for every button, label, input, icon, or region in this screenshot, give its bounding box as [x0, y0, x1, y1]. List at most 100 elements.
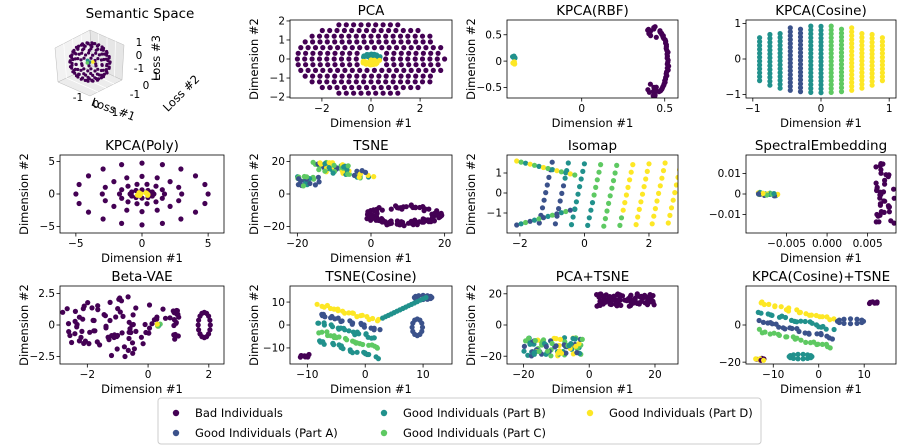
point-kpca-cosine-66 — [797, 57, 804, 64]
panel-isomap: −2 0 2 −1 0 1 Isomap Dimension #2 — [464, 138, 679, 250]
point-kpca-cosine-43 — [787, 79, 793, 86]
point-isomap-6 — [633, 222, 639, 228]
point-pca-192 — [371, 27, 377, 34]
xlabel-pca: Dimension #1 — [330, 116, 412, 130]
ytick-label-kpca-cosine-2: 1 — [734, 18, 741, 30]
point-kpca-cosine-tsne-77 — [792, 336, 798, 342]
point-isomap-32 — [622, 200, 628, 206]
point-kpca-cosine-149 — [849, 76, 855, 82]
point-kpca-cosine-183 — [869, 63, 875, 69]
point-kpca-cosine-188 — [869, 43, 875, 49]
title-tsne: TSNE — [352, 138, 388, 154]
point-kpca-cosine-203 — [879, 35, 886, 41]
ytick-label-tsne-2: 20 — [272, 156, 285, 168]
point-kpca-cosine-150 — [849, 72, 855, 78]
point-pca-6 — [380, 90, 386, 96]
point-semantic-space-35 — [96, 67, 100, 71]
point-isomap-13 — [602, 216, 609, 222]
point-kpca-cosine-tsne-48 — [769, 321, 775, 327]
point-kpca-cosine-tsne-54 — [789, 325, 795, 332]
point-kpca-poly-38 — [153, 183, 159, 189]
point-kpca-cosine-29 — [777, 73, 783, 80]
ytick-label-semantic-space-0: -1 — [130, 89, 140, 101]
point-isomap-5 — [617, 222, 623, 228]
point-beta-vae-45 — [130, 321, 136, 328]
point-pca-tsne-82 — [606, 294, 613, 300]
point-kpca-poly-25 — [124, 175, 130, 181]
point-isomap-100 — [536, 216, 542, 222]
point-semantic-space-90 — [107, 56, 111, 60]
point-beta-vae-46 — [114, 346, 120, 352]
point-kpca-cosine-187 — [869, 47, 875, 53]
point-semantic-space-66 — [76, 57, 80, 61]
point-pca-2 — [351, 90, 357, 96]
point-pca-32 — [375, 79, 381, 85]
point-tsne-cosine-25 — [322, 314, 328, 320]
point-isomap-81 — [514, 158, 520, 164]
point-beta-vae-85 — [107, 299, 113, 305]
point-isomap-16 — [651, 213, 657, 219]
point-isomap-79 — [662, 160, 668, 166]
point-isomap-103 — [549, 212, 556, 218]
ylabel-tsne: Dimension #2 — [247, 153, 261, 235]
point-semantic-space-98 — [72, 48, 76, 53]
point-semantic-space-27 — [84, 73, 88, 77]
point-kpca-cosine-185 — [869, 55, 875, 61]
point-kpca-cosine-128 — [828, 23, 834, 29]
point-pca-150 — [302, 39, 308, 45]
point-pca-43 — [324, 73, 330, 79]
point-kpca-cosine-34 — [777, 54, 783, 60]
point-kpca-cosine-40 — [777, 30, 783, 37]
point-kpca-cosine-79 — [808, 74, 814, 80]
point-tsne-105 — [422, 206, 428, 212]
point-semantic-space-129 — [90, 41, 94, 45]
point-isomap-107 — [567, 207, 573, 213]
point-beta-vae-79 — [149, 321, 155, 327]
point-tsne-82 — [401, 223, 407, 229]
point-pca-65 — [349, 67, 355, 73]
point-kpca-cosine-19 — [767, 55, 773, 61]
point-pca-166 — [420, 39, 426, 45]
point-spectralembedding-57 — [874, 184, 880, 190]
ytick-label-tsne-1: 0 — [278, 189, 285, 201]
ylabel-pca: Dimension #2 — [247, 18, 261, 100]
point-semantic-space-125 — [97, 43, 101, 47]
title-semantic-space: Semantic Space — [86, 6, 195, 22]
point-kpca-cosine-174 — [859, 42, 865, 48]
point-kpca-cosine-tsne-60 — [814, 331, 820, 337]
point-tsne-cosine-31 — [338, 318, 344, 325]
point-kpca-cosine-124 — [828, 39, 834, 45]
point-semantic-space-40 — [99, 68, 103, 73]
point-kpca-cosine-199 — [879, 50, 886, 56]
point-kpca-cosine-114 — [828, 78, 834, 84]
point-pca-25 — [324, 79, 330, 85]
panel-tsne: −20 0 20 −20 0 20 TSNE Dimension #1 Dimension #2 — [247, 138, 453, 265]
point-kpca-cosine-tsne-109 — [836, 319, 842, 326]
point-kpca-cosine-88 — [808, 39, 814, 45]
point-kpca-cosine-94 — [818, 86, 824, 92]
point-kpca-cosine-134 — [838, 69, 845, 75]
point-pca-37 — [412, 79, 418, 85]
point-kpca-rbf-44 — [653, 34, 659, 40]
point-kpca-cosine-42 — [787, 83, 793, 89]
point-kpca-cosine-140 — [838, 46, 845, 52]
point-kpca-cosine-tsne-50 — [776, 324, 782, 330]
point-beta-vae-98 — [195, 322, 201, 328]
point-pca-130 — [298, 45, 304, 51]
point-kpca-cosine-130 — [838, 85, 845, 91]
point-kpca-cosine-4 — [757, 62, 763, 68]
point-isomap-90 — [554, 168, 560, 174]
point-tsne-51 — [403, 204, 409, 210]
point-kpca-cosine-tsne-43 — [831, 326, 837, 333]
ylabel-pca-tsne: Dimension #2 — [464, 284, 478, 366]
point-isomap-59 — [627, 177, 633, 183]
point-kpca-cosine-tsne-37 — [809, 320, 815, 326]
point-kpca-cosine-68 — [797, 50, 804, 56]
point-pca-189 — [349, 27, 355, 34]
panel-tsne-cosine: −10 0 10 −10 0 10 TSNE(Cosine) Dimension #1 Dime… — [247, 269, 453, 396]
point-pca-117 — [325, 50, 331, 56]
point-kpca-rbf-52 — [647, 81, 654, 87]
point-pca-92 — [420, 62, 426, 68]
point-kpca-cosine-64 — [797, 65, 804, 71]
point-kpca-cosine-62 — [797, 73, 804, 79]
